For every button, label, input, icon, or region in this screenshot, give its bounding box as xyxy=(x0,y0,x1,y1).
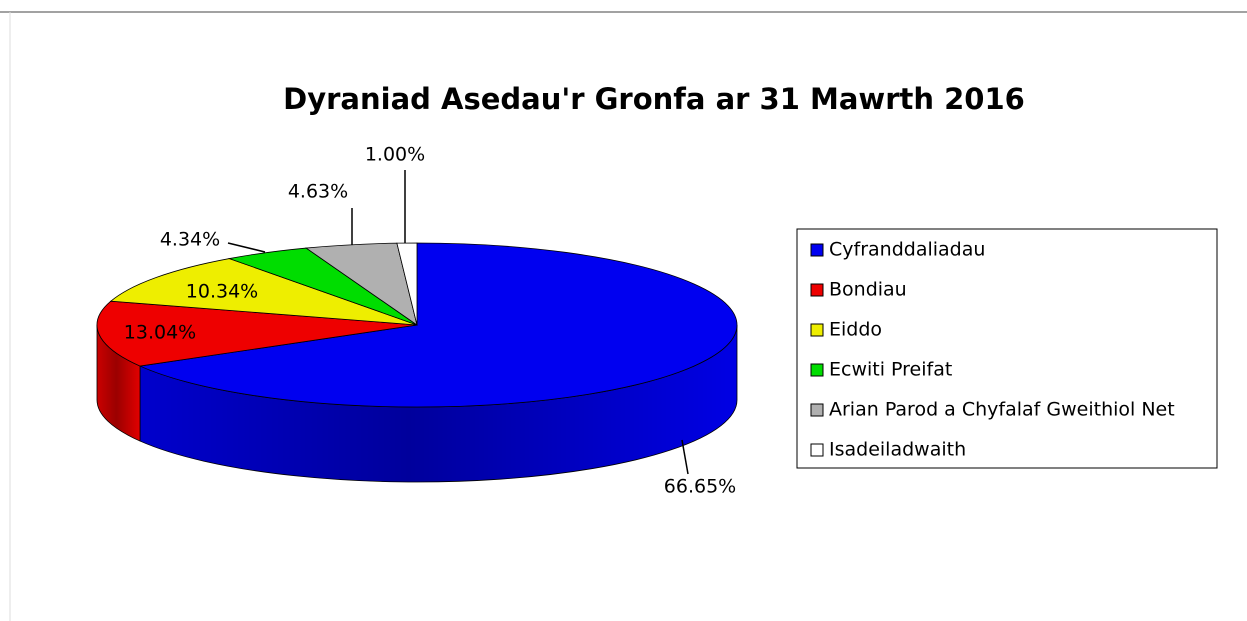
legend-label: Arian Parod a Chyfalaf Gweithiol Net xyxy=(829,399,1175,421)
chart-title: Dyraniad Asedau'r Gronfa ar 31 Mawrth 20… xyxy=(283,82,1025,116)
legend-swatch xyxy=(810,323,824,337)
legend-swatch xyxy=(810,283,824,297)
legend-swatch xyxy=(810,443,824,457)
data-label: 4.34% xyxy=(160,229,220,251)
pie-side-shade xyxy=(140,325,738,482)
data-label: 66.65% xyxy=(664,476,736,498)
legend-swatch xyxy=(810,403,824,417)
pie-slice xyxy=(396,242,418,326)
legend-label: Ecwiti Preifat xyxy=(829,359,952,381)
legend-swatch xyxy=(810,363,824,377)
legend-label: Isadeiladwaith xyxy=(829,439,966,461)
legend-label: Eiddo xyxy=(829,319,882,341)
data-label: 1.00% xyxy=(365,144,425,166)
pie-side-shade xyxy=(97,325,141,442)
data-label: 4.63% xyxy=(288,181,348,203)
data-label: 13.04% xyxy=(124,322,196,344)
leader-line xyxy=(227,242,266,253)
leader-line xyxy=(681,439,689,475)
pie-slice xyxy=(96,300,418,367)
legend-label: Bondiau xyxy=(829,279,907,301)
legend-swatch xyxy=(810,243,824,257)
legend-label: Cyfranddaliadau xyxy=(829,239,985,261)
pie-slice xyxy=(109,258,418,326)
data-label: 10.34% xyxy=(186,281,258,303)
legend-box xyxy=(796,228,1218,469)
pie-slice xyxy=(138,242,738,408)
